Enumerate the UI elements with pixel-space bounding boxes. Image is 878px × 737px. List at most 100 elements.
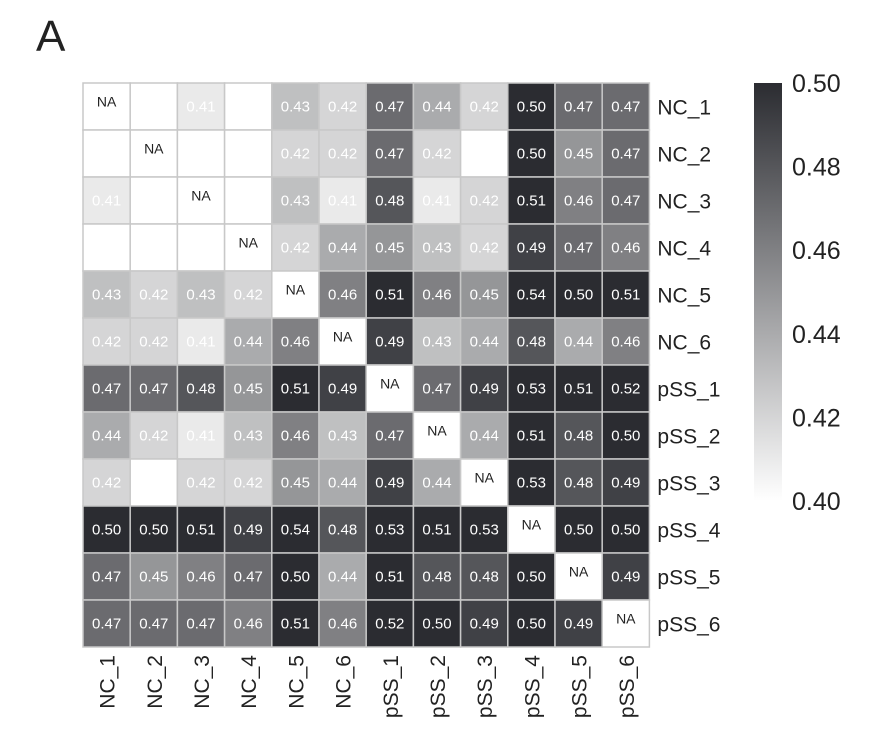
cell-value-label: 0.42 <box>422 146 451 163</box>
heatmap-cell <box>176 129 226 178</box>
heatmap-cell <box>554 364 603 413</box>
row-label: pSS_4 <box>657 520 720 543</box>
heatmap-cell <box>318 552 367 601</box>
heatmap-cell <box>365 317 415 366</box>
row-label: pSS_5 <box>657 567 720 590</box>
heatmap-cell <box>365 176 415 225</box>
cell-value-label: 0.47 <box>92 569 121 586</box>
column-label: NC_3 <box>191 655 214 709</box>
colorbar-gradient <box>754 83 782 501</box>
heatmap-cell <box>271 505 320 554</box>
colorbar-tick-label: 0.48 <box>792 154 841 182</box>
cell-value-label: 0.44 <box>92 428 121 445</box>
cell-value-label: 0.50 <box>564 287 593 304</box>
heatmap-cell <box>412 411 462 460</box>
cell-value-label: 0.47 <box>375 99 404 116</box>
cell-value-label: 0.42 <box>186 475 215 492</box>
cell-value-label: 0.47 <box>375 428 404 445</box>
heatmap-cell <box>318 599 367 648</box>
column-label: pSS_2 <box>427 655 450 718</box>
cell-value-label: 0.48 <box>564 475 593 492</box>
cell-value-label: 0.51 <box>186 522 215 539</box>
row-label: NC_1 <box>657 97 711 120</box>
cell-value-label: 0.42 <box>281 240 310 257</box>
column-label: pSS_3 <box>474 655 497 718</box>
heatmap-cell <box>223 129 273 178</box>
cell-value-label: 0.49 <box>234 522 263 539</box>
row-labels: NC_1 NC_2 NC_3 NC_4 NC_5 NC_6 pSS_1 pSS_2 pSS_3p… <box>657 97 720 637</box>
cell-value-label: 0.49 <box>611 569 640 586</box>
cell-value-label: 0.49 <box>328 381 357 398</box>
cell-value-label: 0.41 <box>92 193 121 210</box>
cell-value-label: 0.44 <box>470 428 499 445</box>
cell-value-label: 0.45 <box>139 569 168 586</box>
cell-value-label: 0.46 <box>281 428 310 445</box>
heatmap-cell <box>318 129 367 178</box>
cell-value-label: 0.42 <box>139 287 168 304</box>
heatmap-cell <box>554 129 603 178</box>
na-cell-label: NA <box>191 188 211 204</box>
na-cell-label: NA <box>333 329 353 345</box>
heatmap-cell <box>412 270 462 319</box>
na-cell-label: NA <box>522 517 542 533</box>
column-label: NC_1 <box>97 655 120 709</box>
heatmap-cell <box>176 505 226 554</box>
cell-value-label: 0.44 <box>564 334 593 351</box>
cell-value-label: 0.46 <box>611 240 640 257</box>
cell-value-label: 0.51 <box>517 193 546 210</box>
cell-value-label: 0.47 <box>139 616 168 633</box>
cell-value-label: 0.42 <box>328 146 357 163</box>
heatmap-cell <box>223 364 273 413</box>
colorbar-tick-label: 0.44 <box>792 321 841 349</box>
heatmap-cell <box>82 458 131 507</box>
cell-value-label: 0.46 <box>186 569 215 586</box>
heatmap-cell <box>176 223 226 272</box>
cell-value-label: 0.43 <box>92 287 121 304</box>
cell-value-label: 0.50 <box>92 522 121 539</box>
heatmap-cell <box>601 458 651 507</box>
cell-value-label: 0.43 <box>234 428 263 445</box>
heatmap-cell <box>554 82 603 131</box>
heatmap-cell <box>129 364 179 413</box>
heatmap-cell <box>365 129 415 178</box>
heatmap-cell <box>601 129 651 178</box>
colorbar-tick-label: 0.40 <box>792 488 841 516</box>
heatmap-cell <box>365 270 415 319</box>
cell-value-label: 0.44 <box>328 569 357 586</box>
na-cell-label: NA <box>286 282 306 298</box>
heatmap-cell <box>318 411 367 460</box>
cell-value-label: 0.42 <box>234 475 263 492</box>
heatmap-cell <box>554 505 603 554</box>
heatmap-cell <box>318 317 367 366</box>
heatmap-cell <box>412 599 462 648</box>
column-label: NC_5 <box>285 655 308 709</box>
cell-value-label: 0.50 <box>517 569 546 586</box>
heatmap-cell <box>554 317 603 366</box>
heatmap-cell <box>129 458 179 507</box>
cell-value-label: 0.51 <box>611 287 640 304</box>
heatmap-cell <box>601 176 651 225</box>
heatmap-cell <box>82 364 131 413</box>
cell-value-label: 0.46 <box>234 616 263 633</box>
row-label: pSS_3 <box>657 473 720 496</box>
heatmap-cell <box>82 599 131 648</box>
heatmap-cell <box>223 505 273 554</box>
heatmap-cell <box>82 552 131 601</box>
cell-value-label: 0.45 <box>564 146 593 163</box>
row-label: NC_6 <box>657 332 711 355</box>
heatmap-cell <box>271 223 320 272</box>
cell-value-label: 0.53 <box>375 522 404 539</box>
cell-value-label: 0.51 <box>422 522 451 539</box>
cell-value-label: 0.46 <box>422 287 451 304</box>
heatmap-cell <box>507 317 556 366</box>
row-label: NC_4 <box>657 238 711 261</box>
column-label: pSS_4 <box>521 655 544 718</box>
cell-value-label: 0.48 <box>470 569 499 586</box>
na-cell-label: NA <box>144 141 164 157</box>
cell-value-label: 0.42 <box>92 334 121 351</box>
cell-value-label: 0.49 <box>517 240 546 257</box>
cell-value-label: 0.47 <box>564 99 593 116</box>
cell-value-label: 0.53 <box>517 475 546 492</box>
heatmap-cell <box>176 599 226 648</box>
cell-value-label: 0.41 <box>186 428 215 445</box>
